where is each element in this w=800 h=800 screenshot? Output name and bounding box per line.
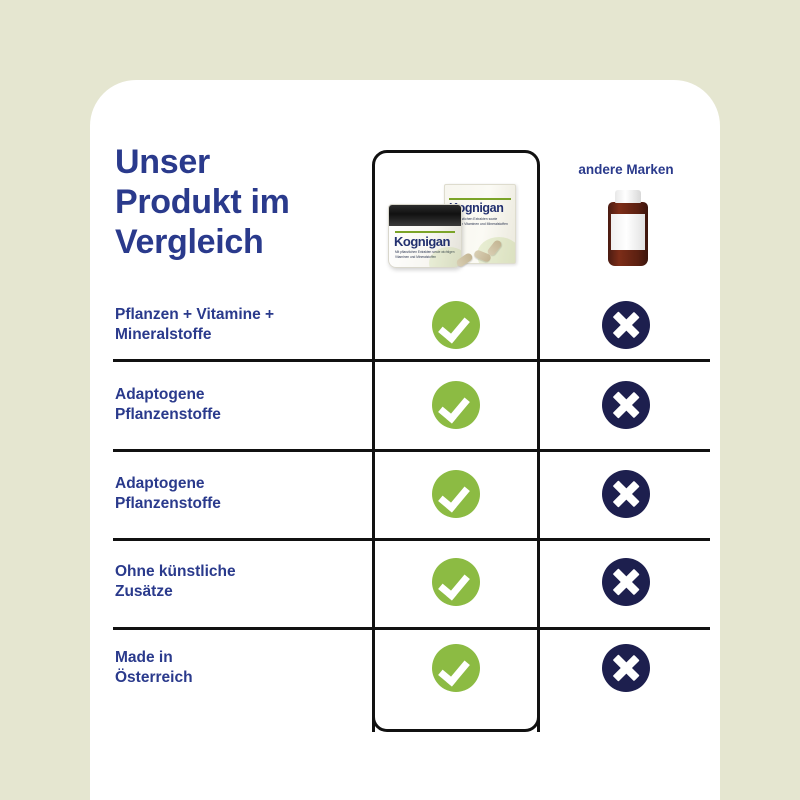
row-divider (113, 359, 710, 362)
our-product-status (432, 644, 480, 692)
other-brands-status (602, 644, 650, 692)
row-divider (113, 449, 710, 452)
other-brands-bottle-image (606, 190, 650, 266)
feature-label-line-2: Zusätze (115, 583, 173, 601)
feature-label-line-1: Adaptogene (115, 386, 205, 403)
jar-lid (389, 205, 461, 226)
bottle-label (611, 214, 645, 250)
feature-label-line-2: Österreich (115, 669, 193, 687)
row-divider (113, 627, 710, 630)
page-title-line-1: Unser (115, 143, 210, 181)
our-product-status (432, 381, 480, 429)
cross-icon (602, 381, 650, 429)
our-product-image: Kognigan Mit pflanzlichen Extrakten sowi… (382, 182, 530, 277)
our-product-status (432, 558, 480, 606)
carton-accent-line (449, 198, 511, 200)
feature-label: Adaptogene Pflanzenstoffe (115, 385, 365, 426)
check-icon (432, 470, 480, 518)
our-product-status (432, 301, 480, 349)
jar-body-text: Mit pflanzlichen Extrakten sowie wichtig… (395, 250, 455, 259)
feature-label-line-1: Pflanzen + Vitamine + (115, 306, 275, 323)
feature-label-line-2: Pflanzenstoffe (115, 495, 221, 513)
carton-brand-name: Kognigan (449, 201, 504, 215)
feature-label-line-2: Pflanzenstoffe (115, 406, 221, 424)
cross-icon (602, 644, 650, 692)
row-divider (113, 538, 710, 541)
check-icon (432, 558, 480, 606)
page-title-line-2: Produkt im (115, 183, 290, 222)
feature-label: Pflanzen + Vitamine + Mineralstoffe (115, 305, 365, 346)
check-icon (432, 381, 480, 429)
other-brands-status (602, 558, 650, 606)
our-product-status (432, 470, 480, 518)
other-brands-status (602, 301, 650, 349)
column-header-other-brands: andere Marken (578, 162, 674, 177)
column-divider-right (537, 280, 540, 732)
feature-label-line-1: Made in (115, 649, 173, 666)
feature-label: Made in Österreich (115, 648, 365, 689)
other-brands-status (602, 470, 650, 518)
feature-label-line-1: Adaptogene (115, 475, 205, 492)
jar-brand-name: Kognigan (394, 234, 450, 249)
cross-icon (602, 301, 650, 349)
page-title: Unser Produkt im Vergleich (115, 142, 375, 262)
check-icon (432, 301, 480, 349)
check-icon (432, 644, 480, 692)
column-divider-left (372, 280, 375, 732)
page-title-line-3: Vergleich (115, 223, 264, 262)
feature-label: Adaptogene Pflanzenstoffe (115, 474, 365, 515)
bottle-cap (615, 190, 641, 203)
jar-decorative-blob (429, 247, 461, 267)
jar-accent-line (395, 231, 455, 233)
cross-icon (602, 558, 650, 606)
feature-label-line-2: Mineralstoffe (115, 326, 212, 344)
product-jar: Kognigan Mit pflanzlichen Extrakten sowi… (388, 204, 462, 268)
cross-icon (602, 470, 650, 518)
feature-label: Ohne künstliche Zusätze (115, 562, 365, 603)
other-brands-status (602, 381, 650, 429)
feature-label-line-1: Ohne künstliche (115, 563, 236, 580)
carton-body-text: Mit pflanzlichen Extrakten sowie wichtig… (449, 217, 508, 227)
